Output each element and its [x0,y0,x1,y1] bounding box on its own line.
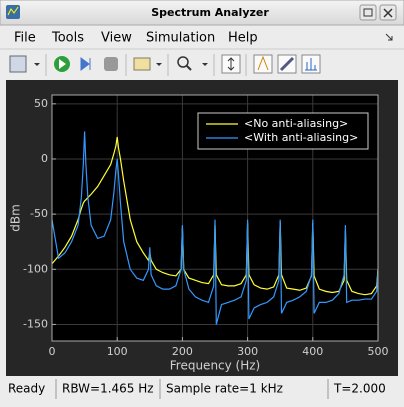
status-text: T=2.000 [333,382,386,396]
toolbar [9,54,321,76]
x-tick-label: 100 [107,345,128,358]
x-tick-label: 300 [237,345,258,358]
legend-box [197,112,369,150]
x-tick-label: 0 [49,345,56,358]
y-tick-label: 0 [41,152,48,165]
status-text: Ready [8,382,45,396]
menu-bar: File Tools View Simulation Help [14,31,258,46]
cursor-glyph [257,55,269,71]
status-text: Sample rate=1 kHz [166,382,283,396]
settings-button[interactable] [9,55,27,73]
status-bar: Ready RBW=1.465 Hz Sample rate=1 kHz T=2.00… [0,377,404,407]
undock-icon[interactable] [385,33,393,41]
run-glyph [59,59,66,69]
step-button[interactable] [80,57,91,71]
status-bg [0,377,404,407]
zoom-handle [186,65,192,71]
stop-button[interactable] [104,57,118,71]
menu-item[interactable]: File [14,31,36,46]
axes-box [51,94,379,342]
maximize-button[interactable] [359,4,377,21]
y-axis-label: dBm [9,204,23,232]
menu-item[interactable]: Simulation [146,31,215,46]
title-bar [0,0,404,26]
y-tick-label: -50 [30,207,48,220]
series-line [52,136,378,296]
x-axis-label: Frequency (Hz) [170,359,261,373]
peak-glyph [305,58,317,71]
menu-item[interactable]: Tools [51,31,84,46]
dropdown[interactable] [156,63,162,66]
x-tick-label: 400 [302,345,323,358]
status-text: RBW=1.465 Hz [62,382,154,396]
legend-label: <With anti-aliasing> [244,131,358,144]
y-tick-label: -100 [23,262,48,275]
maximize-glyph [363,8,373,17]
y-tick-label: 50 [34,97,48,110]
app-icon-glyph [7,6,19,16]
menu-item[interactable]: View [101,31,132,46]
window-title: Spectrum Analyzer [151,6,269,19]
y-tick-label: -150 [23,317,48,330]
dropdown[interactable] [34,63,40,66]
highlight-button[interactable] [133,57,151,71]
legend-label: <No anti-aliasing> [244,117,348,130]
x-tick-label: 200 [172,345,193,358]
plot: 0 100 200 300 400 500 -150 -100 -50 0 50 <No anti-a… [23,95,389,358]
measure-glyph [279,56,295,72]
dropdown[interactable] [202,63,208,66]
x-tick-label: 500 [368,345,389,358]
zoom-button[interactable] [177,56,189,68]
series-line [52,131,378,325]
menu-item[interactable]: Help [228,31,258,46]
autoscale-glyph [227,57,235,71]
close-glyph [383,8,393,18]
